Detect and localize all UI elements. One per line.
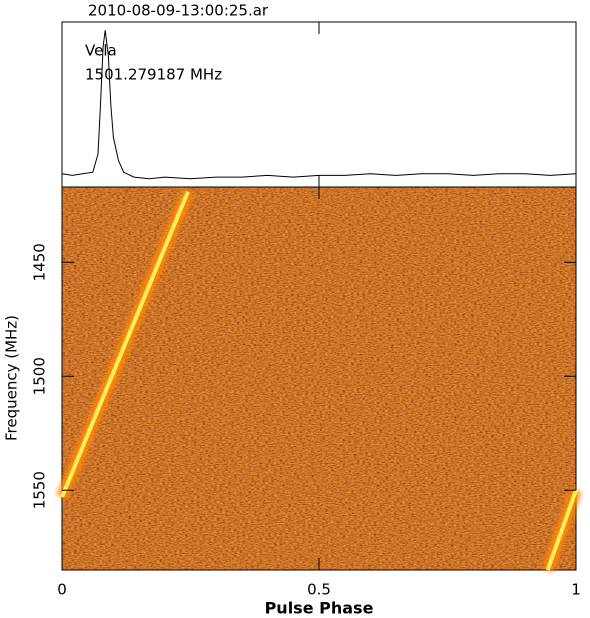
chart-title: 2010-08-09-13:00:25.ar (88, 2, 269, 20)
annotation: Vela (85, 42, 117, 60)
x-tick-label: 1 (571, 581, 581, 599)
annotation: 1501.279187 MHz (85, 66, 222, 84)
x-axis-label: Pulse Phase (265, 599, 374, 618)
profile-line (61, 30, 577, 180)
pulse-track (60, 190, 578, 571)
y-tick-label: 1450 (31, 243, 49, 281)
waterfall-texture (62, 187, 576, 570)
y-axis-label: Frequency (MHz) (3, 315, 21, 441)
y-tick-label: 1550 (31, 471, 49, 509)
profile-frame (61, 21, 577, 188)
x-tick-label: 0.5 (307, 581, 331, 599)
x-tick-label: 0 (57, 581, 67, 599)
y-tick-label: 1500 (31, 357, 49, 395)
